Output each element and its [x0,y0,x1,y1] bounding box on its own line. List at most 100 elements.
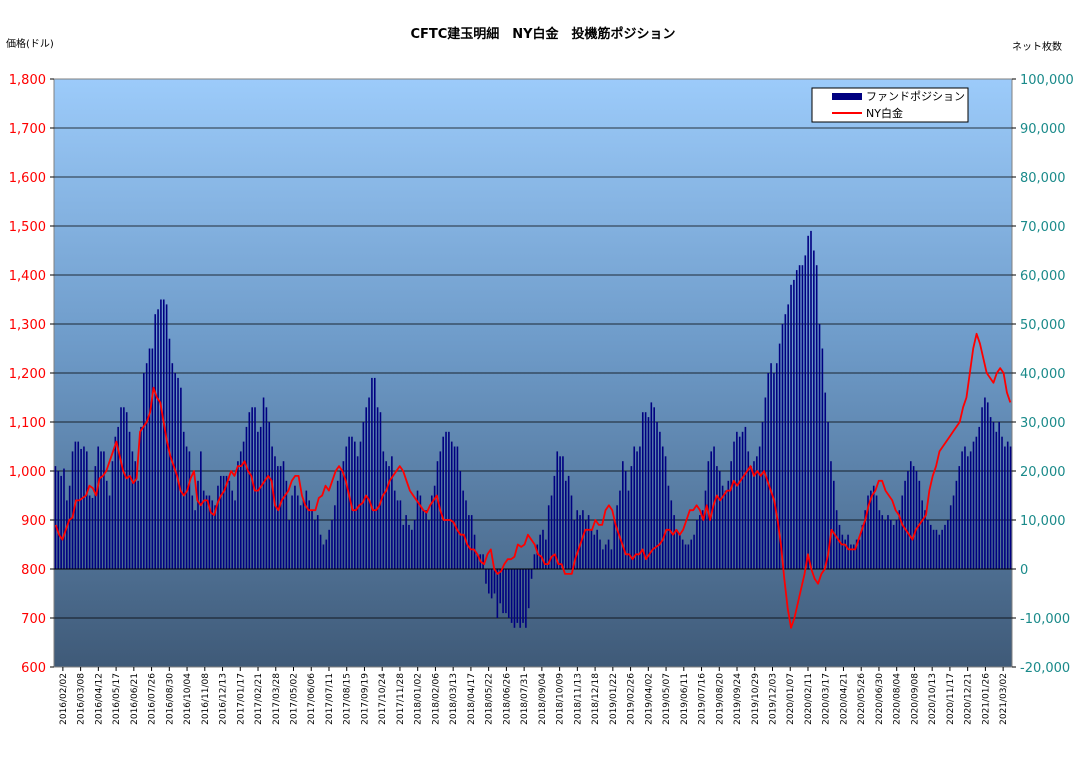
x-tick-label: 2020/06/30 [875,673,885,725]
bar [468,515,470,569]
bar [519,569,521,628]
bar [753,461,755,569]
x-tick-label: 2018/05/22 [485,673,495,725]
bar [661,446,664,569]
bar [984,397,986,569]
bar [824,392,827,569]
bar [767,373,770,569]
legend-label-fund: ファンドポジション [866,90,965,103]
bar [664,456,667,569]
bar [154,314,157,569]
bar [385,461,387,569]
left-tick-label: 1,200 [9,367,46,382]
bar [864,510,866,569]
bar [724,490,727,569]
bar [613,520,616,569]
bar [964,446,966,569]
bar [710,451,712,569]
bar [967,456,969,569]
bar [775,363,778,569]
bar [162,299,165,569]
bar [921,500,923,569]
bar [111,461,114,569]
bar [733,441,735,569]
bar [644,412,647,569]
x-tick-label: 2019/10/29 [751,673,761,725]
bar [684,544,687,569]
bar [875,495,878,569]
bar [738,436,741,569]
bar [356,456,359,569]
bar [222,475,225,569]
bar [576,510,578,569]
bar [114,436,117,569]
bar [972,441,975,569]
bar [325,539,328,569]
bar [345,446,348,569]
bar [929,524,932,569]
bar [969,451,972,569]
bar [944,524,946,569]
bar [482,554,484,569]
bar [328,529,330,569]
bar [242,441,245,569]
bar [821,348,824,569]
x-tick-label: 2018/06/26 [502,673,512,725]
bar [465,500,467,569]
bar [342,461,345,569]
bar [639,446,641,569]
x-tick-label: 2017/11/28 [396,673,406,725]
bar [858,539,861,569]
bar [892,524,895,569]
bar [958,466,961,569]
bar [887,515,889,569]
bar [522,569,524,623]
bar [947,520,949,569]
bar [539,534,541,569]
bar [559,456,561,569]
bar [103,451,105,569]
bar [619,490,621,569]
bar [564,480,567,569]
bar [202,490,205,569]
bar [961,451,963,569]
bar [143,373,145,569]
bar [744,426,747,569]
bar [120,407,122,569]
bar [599,539,601,569]
right-tick-label: 10,000 [1020,514,1066,529]
bar [94,466,97,569]
bar [123,407,125,569]
bar [413,520,416,569]
bar [701,510,704,569]
bar [590,529,593,569]
bar [405,515,407,569]
x-tick-label: 2017/01/17 [236,673,246,725]
bar [1009,446,1012,569]
left-tick-label: 600 [21,661,46,676]
bar [975,436,978,569]
bar [818,324,821,569]
bar [456,446,459,569]
bar [188,451,191,569]
bar [302,500,305,569]
bar [624,471,627,569]
bar [237,461,239,569]
left-tick-label: 1,100 [9,416,46,431]
bar [952,495,955,569]
bar [71,451,74,569]
bar [459,471,462,569]
bar [616,505,618,569]
right-tick-label: -20,000 [1020,661,1070,676]
bar [833,480,835,569]
x-tick-label: 2017/08/15 [343,673,353,725]
bar [194,510,196,569]
bar [411,529,413,569]
bar [371,377,373,569]
bar [912,466,915,569]
x-tick-label: 2016/10/04 [183,673,193,725]
bar [927,520,929,569]
bar [550,495,553,569]
bar [314,520,316,569]
bar [670,500,673,569]
